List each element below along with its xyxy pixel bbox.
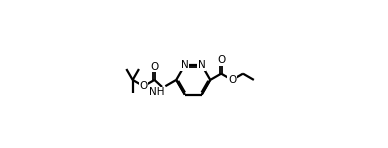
Text: NH: NH <box>149 87 164 97</box>
Text: O: O <box>228 75 236 85</box>
Text: O: O <box>150 62 159 72</box>
Text: N: N <box>198 60 206 70</box>
Text: O: O <box>217 55 225 65</box>
Text: N: N <box>181 60 189 70</box>
Text: O: O <box>139 81 148 91</box>
